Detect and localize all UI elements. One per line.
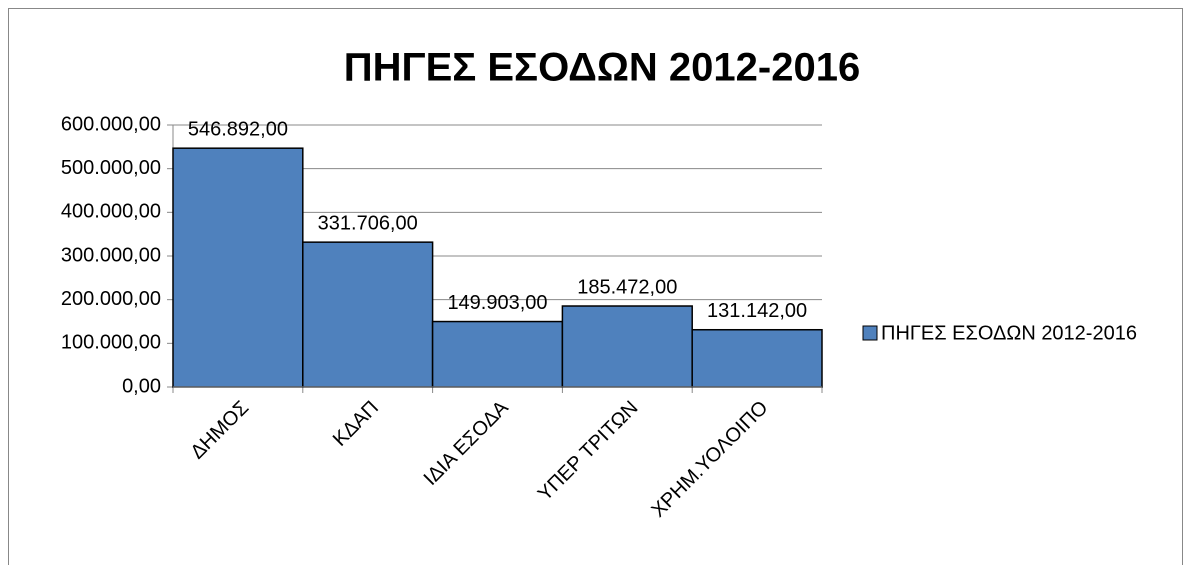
data-label: 185.472,00 [577, 276, 677, 298]
y-tick-label: 400.000,00 [61, 201, 161, 223]
bar [431, 320, 564, 388]
y-tick-label: 600.000,00 [61, 113, 161, 135]
chart-title: ΠΗΓΕΣ ΕΣΟΔΩΝ 2012-2016 [344, 46, 860, 90]
bar [691, 328, 823, 388]
data-label: 131.142,00 [707, 300, 807, 322]
legend-label: ΠΗΓΕΣ ΕΣΟΔΩΝ 2012-2016 [881, 322, 1137, 344]
y-tick-label: 500.000,00 [61, 157, 161, 179]
y-tick-label: 100.000,00 [61, 332, 161, 354]
bar [172, 147, 304, 388]
data-label: 331.706,00 [318, 212, 418, 234]
y-tick-label: 0,00 [122, 375, 161, 397]
data-label: 149.903,00 [447, 292, 547, 314]
y-tick-label: 200.000,00 [61, 288, 161, 310]
legend-swatch [862, 325, 878, 341]
bar [302, 241, 434, 388]
y-tick-label: 300.000,00 [61, 244, 161, 266]
data-label: 546.892,00 [188, 118, 288, 140]
bar [561, 305, 693, 388]
